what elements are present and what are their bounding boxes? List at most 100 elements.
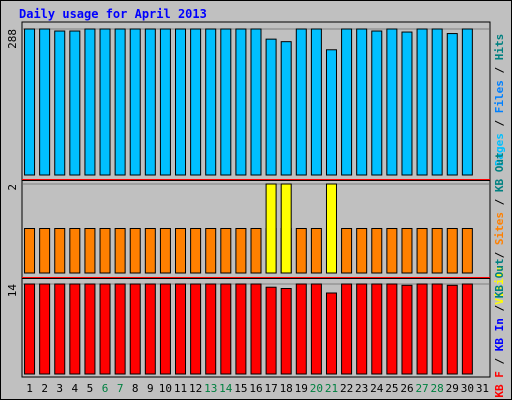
bar-kbf xyxy=(461,283,473,375)
x-tick-label: 24 xyxy=(370,382,384,395)
bar-sites xyxy=(371,228,383,274)
bar-sites xyxy=(54,228,66,274)
legend-part: / xyxy=(493,351,506,371)
bar-hits xyxy=(325,49,337,176)
bar-sites xyxy=(386,228,398,274)
x-tick-label: 28 xyxy=(431,382,444,395)
bar-sites xyxy=(295,228,307,274)
x-tick-label: 11 xyxy=(174,382,187,395)
bar-hits xyxy=(386,28,398,176)
bar-kbf xyxy=(84,283,96,375)
bar-hits xyxy=(144,28,156,176)
legend-part: / xyxy=(493,245,506,265)
panel-max-label: 2 xyxy=(6,184,19,191)
x-tick-label: 23 xyxy=(355,382,368,395)
x-tick-label: 12 xyxy=(189,382,202,395)
bar-kbf xyxy=(54,283,66,375)
bar-sites xyxy=(144,228,156,274)
x-tick-label: 19 xyxy=(295,382,308,395)
bar-hits xyxy=(310,28,322,176)
x-tick-label: 1 xyxy=(26,382,33,395)
bar-kbf xyxy=(250,283,262,375)
bar-sites xyxy=(341,228,353,274)
bar-hits xyxy=(295,28,307,176)
bar-kbf xyxy=(310,283,322,375)
bar-kbf xyxy=(205,283,217,375)
bar-kbf xyxy=(341,283,353,375)
bar-hits xyxy=(114,28,126,176)
bar-kbf xyxy=(416,283,428,375)
bar-kbf xyxy=(69,283,81,375)
bar-hits xyxy=(371,30,383,176)
legend-part: Files xyxy=(493,80,506,113)
legend-part: Pages xyxy=(493,133,506,166)
bar-hits xyxy=(175,28,187,176)
panel-max-label: 14 xyxy=(6,284,19,298)
bar-hits xyxy=(280,41,292,176)
bar-kbf xyxy=(159,283,171,375)
legend-part: KB Out xyxy=(493,258,506,298)
bar-hits xyxy=(250,28,262,176)
bar-kbf xyxy=(295,283,307,375)
bar-kbf xyxy=(265,286,277,375)
bar-kbf xyxy=(386,283,398,375)
legend-part: Sites xyxy=(493,212,506,245)
bar-sites xyxy=(431,228,443,274)
x-tick-label: 17 xyxy=(264,382,277,395)
bar-sites xyxy=(356,228,368,274)
x-tick-label: 27 xyxy=(415,382,428,395)
bar-sites xyxy=(114,228,126,274)
x-tick-label: 18 xyxy=(280,382,293,395)
bar-visits xyxy=(265,183,277,274)
bar-hits xyxy=(416,28,428,176)
plot-border xyxy=(21,21,491,378)
x-tick-label: 29 xyxy=(446,382,459,395)
bar-sites xyxy=(175,228,187,274)
legend-part: KB In xyxy=(493,318,506,351)
legend-part: KB F xyxy=(493,371,506,398)
bar-hits xyxy=(235,28,247,176)
bar-kbf xyxy=(371,283,383,375)
bar-hits xyxy=(205,28,217,176)
legend-part: KB Out xyxy=(493,152,506,192)
x-tick-label: 21 xyxy=(325,382,338,395)
legend-part: / xyxy=(493,298,506,318)
bar-kbf xyxy=(175,283,187,375)
bar-kbf xyxy=(280,288,292,375)
bar-hits xyxy=(265,38,277,176)
bar-hits xyxy=(461,28,473,176)
panel-legend-label: KB F / KB In / KB Out xyxy=(493,258,506,397)
bar-hits xyxy=(190,28,202,176)
bar-sites xyxy=(401,228,413,274)
bar-hits xyxy=(401,31,413,176)
bar-kbf xyxy=(325,292,337,375)
x-tick-label: 14 xyxy=(219,382,233,395)
x-tick-label: 16 xyxy=(249,382,262,395)
bar-visits xyxy=(280,183,292,274)
x-tick-label: 4 xyxy=(72,382,79,395)
bar-sites xyxy=(190,228,202,274)
chart-title: Daily usage for April 2013 xyxy=(19,7,207,21)
bar-hits xyxy=(84,28,96,176)
x-tick-label: 2 xyxy=(41,382,48,395)
bar-sites xyxy=(446,228,458,274)
bar-kbf xyxy=(220,283,232,375)
x-tick-label: 22 xyxy=(340,382,353,395)
bar-sites xyxy=(24,228,36,274)
bar-sites xyxy=(129,228,141,274)
x-tick-label: 25 xyxy=(385,382,398,395)
bar-hits xyxy=(446,33,458,176)
bar-kbf xyxy=(24,283,36,375)
bar-kbf xyxy=(446,284,458,375)
bar-kbf xyxy=(401,284,413,375)
bar-sites xyxy=(84,228,96,274)
bar-hits xyxy=(99,28,111,176)
bar-kbf xyxy=(129,283,141,375)
x-tick-label: 7 xyxy=(117,382,124,395)
bar-hits xyxy=(159,28,171,176)
panel-legend-label: Pages / Files / Hits xyxy=(493,34,506,167)
legend-part: / xyxy=(493,60,506,80)
bar-hits xyxy=(431,28,443,176)
bar-hits xyxy=(341,28,353,176)
